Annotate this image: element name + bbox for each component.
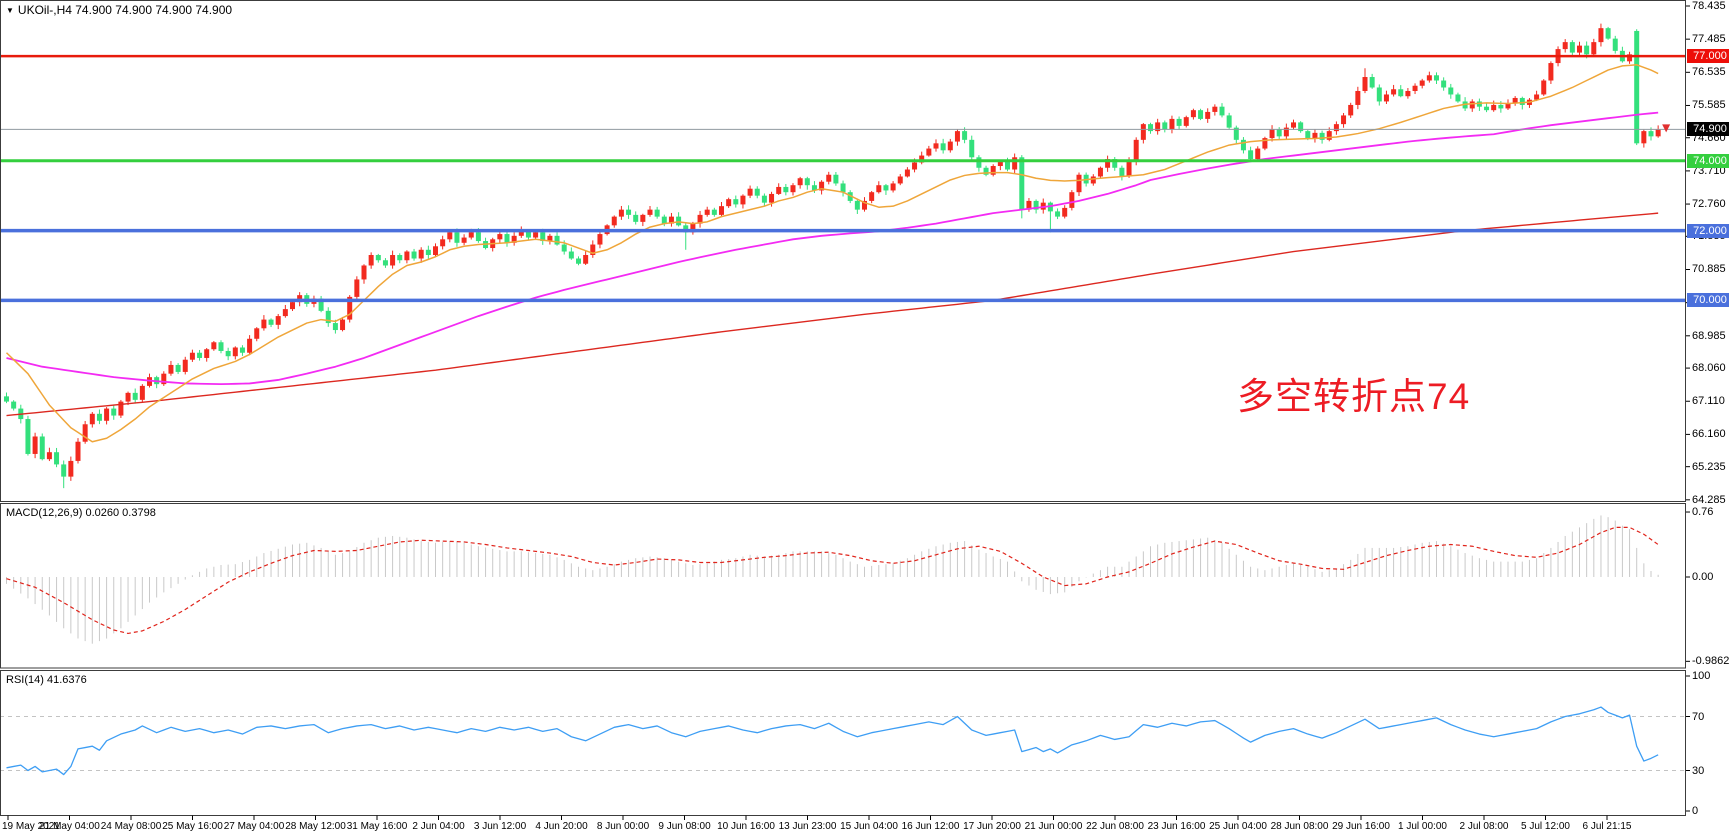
price-axis-label: 64.285 [1692, 493, 1726, 506]
price-axis-label: 72.760 [1692, 198, 1726, 211]
rsi-axis-label: 0 [1692, 805, 1699, 817]
time-axis-label: 1 Jul 00:00 [1398, 821, 1447, 832]
time-axis-label: 10 Jun 16:00 [717, 821, 775, 832]
price-axis-label: 68.985 [1692, 329, 1726, 342]
time-axis-label: 2 Jul 08:00 [1459, 821, 1509, 832]
rsi-axis-label: 100 [1692, 670, 1711, 682]
time-axis-label: 27 May 04:00 [223, 821, 285, 832]
time-axis-label: 13 Jun 23:00 [778, 821, 837, 832]
price-axis-label: 66.160 [1692, 428, 1726, 441]
price-level-badge: 74.000 [1687, 153, 1729, 168]
time-axis-label: 2 Jun 04:00 [412, 821, 465, 832]
macd-axis-label: 0.00 [1692, 571, 1714, 583]
time-axis-label: 22 Jun 08:00 [1086, 821, 1144, 832]
time-axis-label: 21 Jun 00:00 [1024, 821, 1083, 832]
price-level-badge: 77.000 [1687, 49, 1729, 64]
time-axis-label: 28 May 12:00 [285, 821, 346, 832]
price-axis-label: 68.060 [1692, 362, 1726, 375]
time-axis-label: 16 Jun 12:00 [901, 821, 960, 832]
time-axis-label: 25 May 16:00 [162, 821, 223, 832]
price-level-badge: 70.000 [1687, 293, 1729, 308]
time-axis-label: 4 Jun 20:00 [535, 821, 588, 832]
symbol-ohlc-title: UKOil-,H4 74.900 74.900 74.900 74.900 [17, 3, 233, 17]
time-axis-label: 24 May 08:00 [100, 821, 162, 832]
time-axis-label: 5 Jul 12:00 [1521, 821, 1570, 832]
time-axis-label: 17 Jun 20:00 [963, 821, 1021, 832]
price-axis-label: 75.585 [1692, 99, 1726, 112]
price-axis-label: 67.110 [1692, 395, 1725, 408]
chart-text-annotation: 多空转折点74 [1237, 376, 1471, 417]
time-axis-label: 25 Jun 04:00 [1209, 821, 1267, 832]
price-level-badge: 72.000 [1687, 223, 1729, 238]
time-axis-label: 6 Jul 21:15 [1582, 821, 1632, 832]
price-axis-label: 77.485 [1692, 33, 1726, 46]
macd-axis-label: 0.76 [1692, 506, 1714, 519]
price-level-badge: 74.900 [1687, 122, 1729, 137]
time-axis-label: 19 May 2021 [2, 821, 60, 832]
price-axis-label: 76.535 [1692, 66, 1726, 79]
macd-indicator-label: MACD(12,26,9) 0.0260 0.3798 [6, 507, 156, 519]
symbol-dropdown-icon[interactable]: ▼ [6, 6, 14, 15]
rsi-axis-label: 30 [1692, 764, 1705, 777]
time-axis-label: 3 Jun 12:00 [473, 821, 527, 832]
time-axis-label: 31 May 16:00 [346, 821, 408, 832]
time-axis-label: 28 Jun 08:00 [1270, 821, 1329, 832]
chart-title: ▼ UKOil-,H4 74.900 74.900 74.900 74.900 [6, 3, 232, 17]
time-axis-label: 8 Jun 00:00 [596, 821, 650, 832]
time-axis-label: 15 Jun 04:00 [840, 821, 898, 832]
price-axis-label: 73.710 [1692, 164, 1726, 177]
price-axis-label: 65.235 [1692, 460, 1726, 473]
price-axis-label: 70.885 [1692, 263, 1726, 276]
time-axis-label: 9 Jun 08:00 [658, 821, 711, 832]
rsi-axis-label: 70 [1692, 710, 1705, 723]
rsi-indicator-label: RSI(14) 41.6376 [6, 674, 87, 686]
time-axis-label: 29 Jun 16:00 [1332, 821, 1390, 832]
time-axis-label: 21 May 04:00 [39, 821, 100, 832]
time-axis-label: 23 Jun 16:00 [1147, 821, 1206, 832]
macd-axis-label: -0.9862 [1692, 655, 1729, 668]
price-axis-label: 78.435 [1692, 0, 1726, 12]
